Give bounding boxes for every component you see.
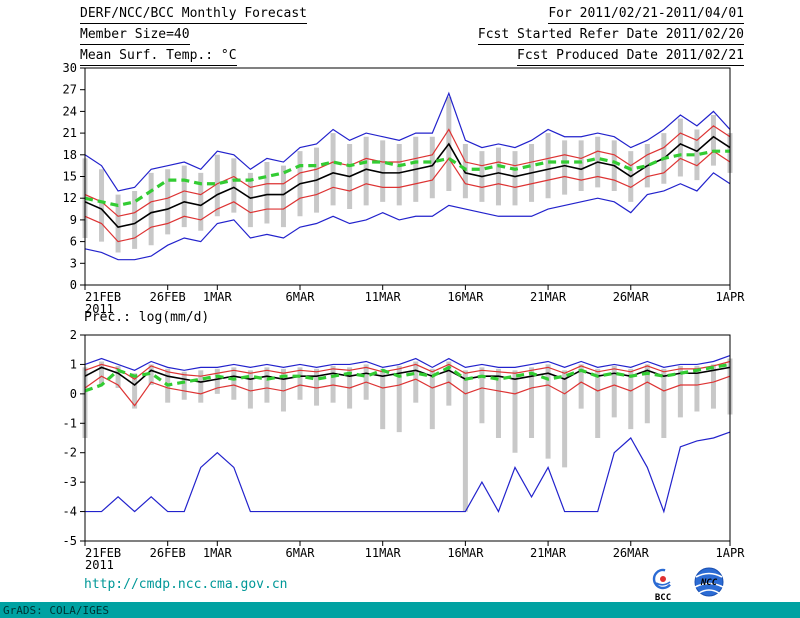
y-tick-label: 27 — [63, 83, 77, 97]
y-tick-label: 0 — [70, 278, 77, 292]
website-link[interactable]: http://cmdp.ncc.cma.gov.cn — [84, 577, 288, 592]
x-tick-sublabel: 2011 — [85, 558, 114, 572]
red-upper-line — [84, 360, 731, 380]
temperature-chart-title: Mean Surf. Temp.: °C — [80, 48, 237, 66]
x-tick-label: 11MAR — [365, 546, 402, 560]
x-tick-label: 11MAR — [365, 290, 402, 304]
red-lower-line — [84, 150, 731, 243]
x-tick-sublabel: 2011 — [85, 302, 114, 316]
y-tick-label: -5 — [63, 534, 77, 548]
y-tick-label: 1 — [70, 357, 77, 371]
y-tick-label: 0 — [70, 387, 77, 401]
plot-frame — [84, 334, 731, 542]
forecast-period-label: For 2011/02/21-2011/04/01 — [548, 6, 744, 24]
x-tick-label: 1APR — [716, 546, 746, 560]
y-tick-label: 12 — [63, 191, 77, 205]
x-tick-label: 26MAR — [613, 290, 650, 304]
y-tick-label: 18 — [63, 148, 77, 162]
y-tick-label: 15 — [63, 170, 77, 184]
blue-lower-envelope — [84, 172, 731, 261]
refer-date-label: Fcst Started Refer Date 2011/02/20 — [477, 27, 744, 45]
green-dashed-line — [84, 362, 731, 393]
x-tick-label: 6MAR — [286, 290, 316, 304]
x-tick-label: 21FEB — [85, 546, 121, 560]
grads-credit-text: GrADS: COLA/IGES — [3, 603, 109, 617]
blue-upper-envelope — [84, 355, 731, 371]
x-tick-label: 26FEB — [150, 290, 186, 304]
bcc-logo-label: BCC — [655, 593, 671, 603]
y-tick-label: 30 — [63, 61, 77, 75]
ncc-logo-label: NCC — [700, 578, 718, 588]
y-tick-label: 9 — [70, 213, 77, 227]
bcc-logo: BCC — [652, 568, 674, 603]
x-tick-label: 1MAR — [203, 546, 233, 560]
y-tick-label: 2 — [70, 328, 77, 342]
x-tick-label: 16MAR — [447, 546, 484, 560]
x-tick-label: 26FEB — [150, 546, 186, 560]
header-right: For 2011/02/21-2011/04/01 Fcst Started R… — [477, 6, 744, 69]
header-left: DERF/NCC/BCC Monthly Forecast Member Siz… — [80, 6, 307, 69]
red-upper-line — [84, 125, 731, 217]
y-tick-label: 21 — [63, 126, 77, 140]
x-tick-label: 21MAR — [530, 290, 567, 304]
bcc-logo-center-dot — [660, 576, 666, 582]
x-tick-label: 1APR — [716, 290, 746, 304]
y-tick-label: -1 — [63, 416, 77, 430]
page-title: DERF/NCC/BCC Monthly Forecast — [80, 6, 307, 24]
ncc-logo: NCC — [694, 567, 724, 597]
precipitation-chart-title: Prec.: log(mm/d) — [84, 310, 210, 325]
y-tick-label: -3 — [63, 475, 77, 489]
member-size-label: Member Size=40 — [80, 27, 190, 45]
y-tick-label: -4 — [63, 505, 77, 519]
black-mean-line — [84, 135, 731, 229]
blue-lower-envelope — [85, 431, 731, 514]
x-tick-label: 26MAR — [613, 546, 650, 560]
x-tick-label: 1MAR — [203, 290, 233, 304]
blue-upper-envelope — [84, 91, 731, 192]
y-tick-label: 24 — [63, 104, 77, 118]
y-tick-label: 6 — [70, 235, 77, 249]
y-tick-label: -2 — [63, 446, 77, 460]
x-tick-label: 21MAR — [530, 546, 567, 560]
produced-date-label: Fcst Produced Date 2011/02/21 — [517, 48, 744, 66]
x-tick-label: 21FEB — [85, 290, 121, 304]
red-lower-line — [84, 375, 731, 407]
x-tick-label: 6MAR — [286, 546, 316, 560]
y-tick-label: 3 — [70, 256, 77, 270]
x-tick-label: 16MAR — [447, 290, 484, 304]
grads-credit-bar: GrADS: COLA/IGES — [0, 602, 800, 618]
